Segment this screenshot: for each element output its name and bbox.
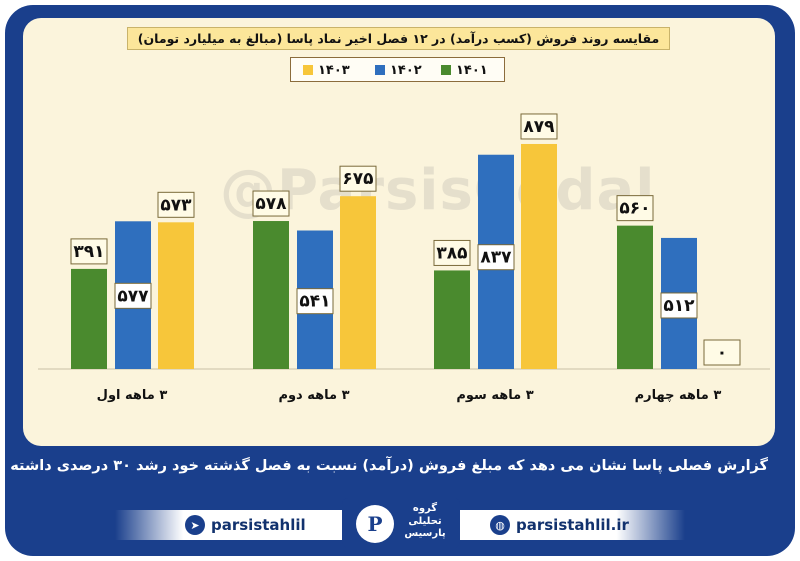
legend-label-1402: ۱۴۰۲: [390, 62, 422, 78]
data-label-1-0: ۵۷۷: [114, 282, 152, 309]
svg-text:۸۷۹: ۸۷۹: [523, 117, 555, 137]
summary-caption: گزارش فصلی پاسا نشان می دهد که مبلغ فروش…: [0, 458, 768, 474]
chart-title: مقایسه روند فروش (کسب درآمد) در ۱۲ فصل ا…: [127, 27, 670, 50]
data-label-0-0: ۳۹۱: [70, 238, 108, 265]
svg-text:۵۷۳: ۵۷۳: [160, 195, 192, 215]
telegram-icon: ➤: [185, 515, 205, 535]
data-label-0-2: ۳۸۵: [433, 239, 471, 266]
svg-text:۸۳۷: ۸۳۷: [480, 248, 512, 268]
telegram-link[interactable]: ➤ parsistahlil: [185, 514, 306, 536]
logo-line-1: گروه: [412, 503, 438, 514]
bar-chart: ۳۹۱ ۵۷۸ ۳۸۵ ۵۶۰ ۵۷۷ ۵۴۱ ۸۳۷ ۵۱۲ ۵۷۳ ۶۷۵ ۸۷۹ ۰ ۳ ماهه…: [38, 113, 770, 403]
bar-0-3: [617, 225, 653, 369]
data-label-1-3: ۵۱۲: [660, 292, 698, 319]
data-label-1-2: ۸۳۷: [477, 244, 515, 271]
data-label-2-1: ۶۷۵: [339, 165, 377, 192]
data-label-2-2: ۸۷۹: [520, 113, 558, 140]
svg-text:۵۱۲: ۵۱۲: [663, 296, 695, 316]
data-label-0-3: ۵۶۰: [616, 195, 654, 222]
legend-swatch-1403: [303, 65, 313, 75]
logo-text: گروه تحلیلی پارسیس: [398, 503, 452, 541]
legend-item-1403: ۱۴۰۳: [303, 61, 350, 79]
data-label-2-3: ۰: [703, 339, 741, 366]
website-url: parsistahlil.ir: [516, 516, 629, 534]
legend-swatch-1402: [375, 65, 385, 75]
logo-mark: P: [356, 505, 394, 543]
data-label-2-0: ۵۷۳: [157, 191, 195, 218]
category-label-0: ۳ ماهه اول: [97, 388, 168, 403]
legend-item-1401: ۱۴۰۱: [441, 61, 488, 79]
svg-text:۳۹۱: ۳۹۱: [73, 242, 104, 262]
svg-text:۵۷۸: ۵۷۸: [255, 194, 287, 214]
bar-2-2: [521, 143, 557, 369]
legend: ۱۴۰۳ ۱۴۰۲ ۱۴۰۱: [290, 57, 505, 82]
data-label-1-1: ۵۴۱: [296, 288, 334, 315]
legend-label-1403: ۱۴۰۳: [318, 62, 350, 78]
logo-line-3: پارسیس: [404, 528, 446, 539]
website-link[interactable]: ◍ parsistahlil.ir: [490, 514, 629, 536]
legend-item-1402: ۱۴۰۲: [375, 61, 422, 79]
data-label-0-1: ۵۷۸: [252, 190, 290, 217]
svg-text:۶۷۵: ۶۷۵: [342, 169, 373, 189]
svg-text:۳۸۵: ۳۸۵: [436, 243, 467, 263]
svg-text:۵۷۷: ۵۷۷: [117, 286, 149, 306]
svg-text:۵۶۰: ۵۶۰: [619, 199, 650, 219]
bar-0-1: [253, 221, 289, 369]
legend-swatch-1401: [441, 65, 451, 75]
logo-line-2: تحلیلی: [408, 515, 442, 527]
category-label-1: ۳ ماهه دوم: [278, 388, 349, 403]
bar-2-1: [340, 196, 376, 369]
globe-icon: ◍: [490, 515, 510, 535]
bar-2-0: [158, 222, 194, 369]
legend-label-1401: ۱۴۰۱: [456, 62, 488, 78]
svg-text:۵۴۱: ۵۴۱: [299, 292, 330, 312]
category-label-2: ۳ ماهه سوم: [456, 388, 533, 403]
svg-text:۰: ۰: [717, 343, 727, 363]
watermark: @ParsisCodal: [220, 158, 656, 223]
telegram-handle: parsistahlil: [211, 516, 306, 534]
bar-0-0: [71, 268, 107, 369]
bar-0-2: [434, 270, 470, 369]
category-label-3: ۳ ماهه چهارم: [635, 388, 722, 403]
